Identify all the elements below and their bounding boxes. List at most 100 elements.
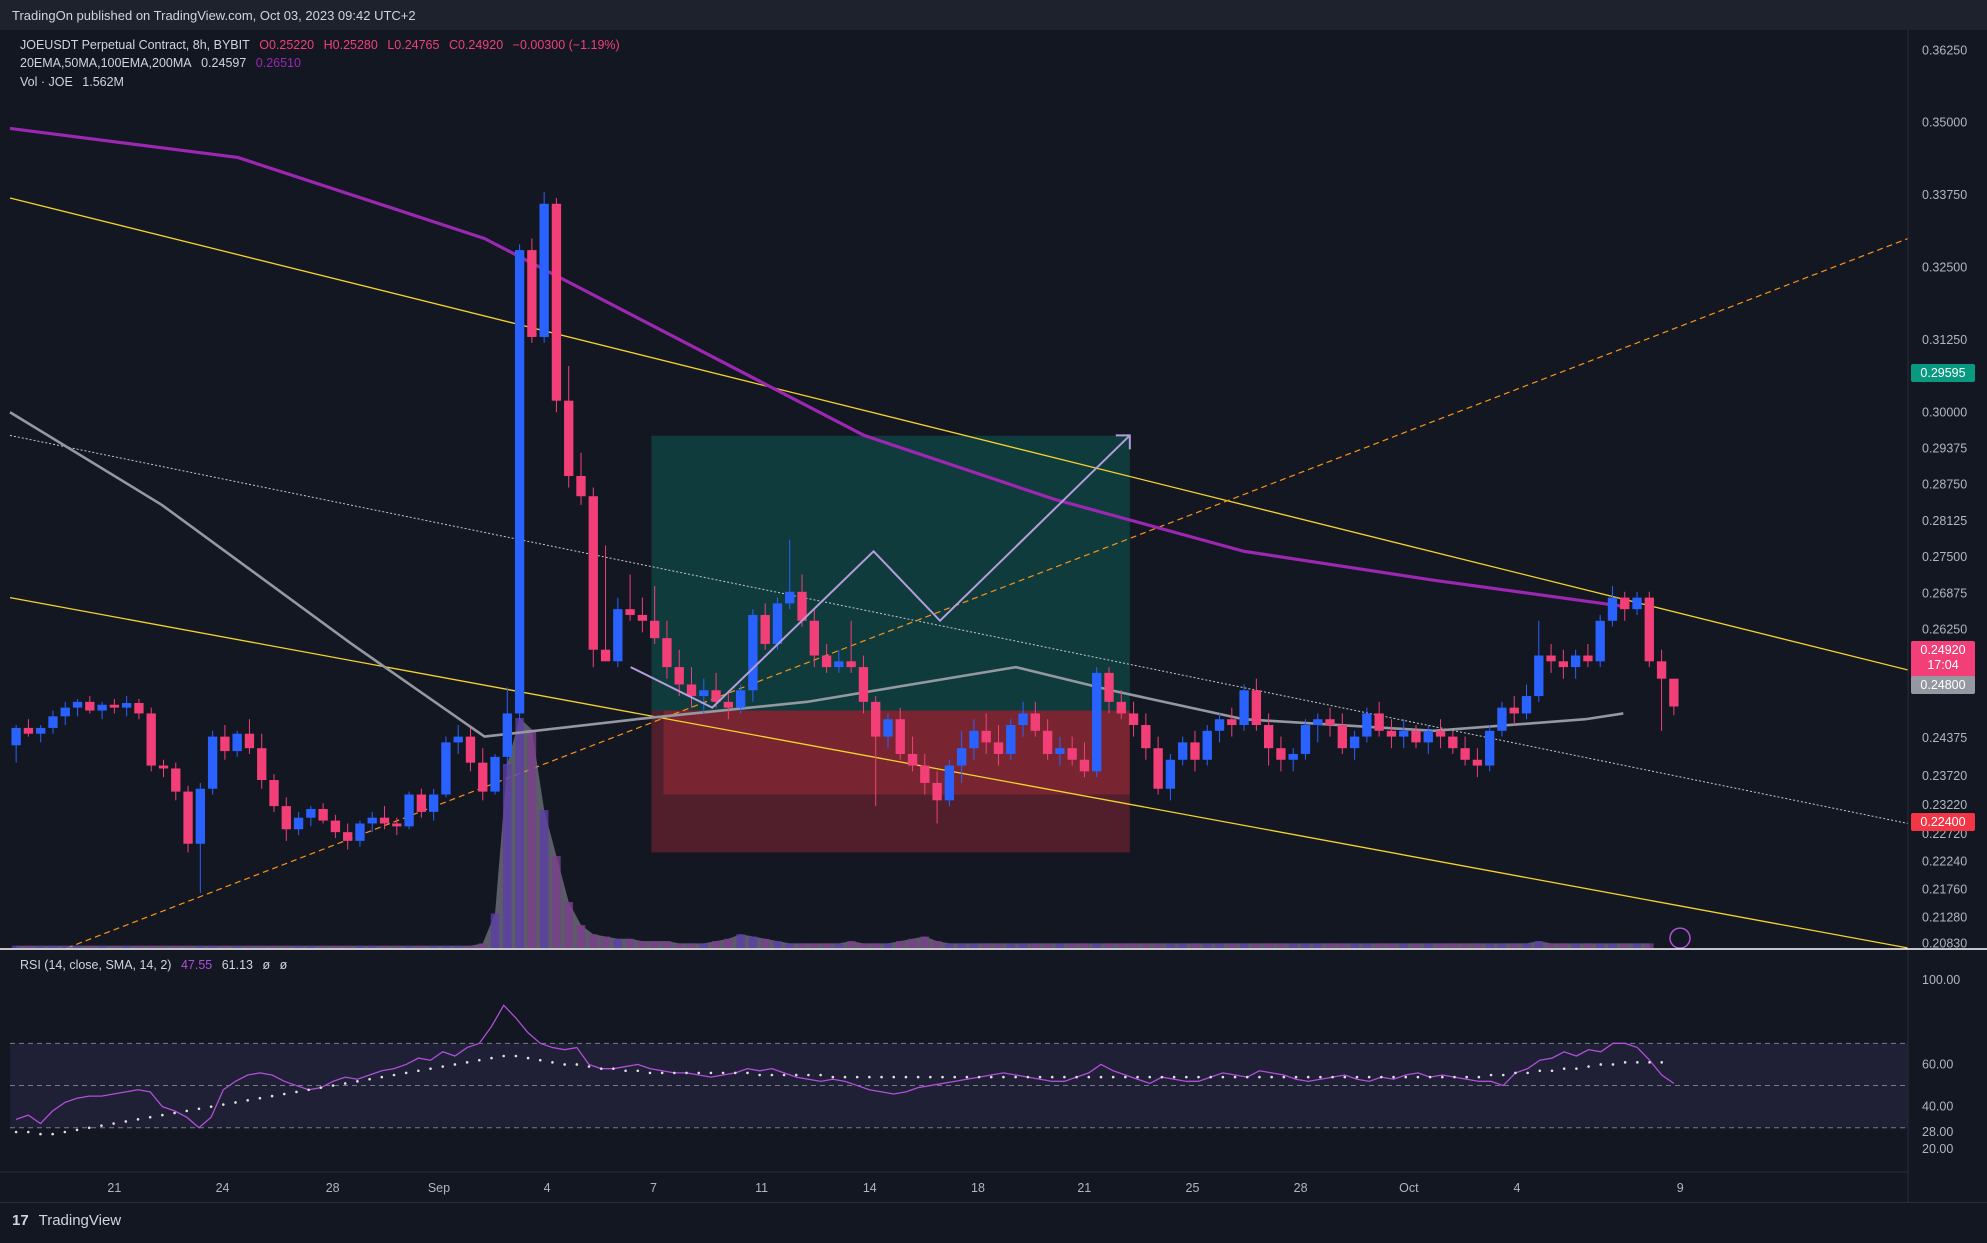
- rsi-ma-dot: [1550, 1069, 1554, 1073]
- rsi-ma-dot: [697, 1071, 701, 1075]
- rsi-ma-dot: [1063, 1075, 1066, 1079]
- volume-bar: [1534, 941, 1544, 948]
- candle-body: [539, 203, 549, 337]
- candle-body: [330, 820, 341, 833]
- candle-body: [1337, 725, 1347, 749]
- candle-body: [1435, 730, 1446, 737]
- rsi-ma-dot: [1002, 1075, 1005, 1079]
- indicator-legend: 20EMA,50MA,100EMA,200MA 0.24597 0.26510: [20, 56, 307, 70]
- rsi-ma-dot: [490, 1056, 493, 1060]
- alert-icon: [1669, 927, 1691, 949]
- volume-bar: [1436, 943, 1445, 948]
- volume-bar: [417, 945, 426, 948]
- rsi-ma-dot: [587, 1065, 591, 1068]
- volume-bar: [1288, 943, 1298, 948]
- tradingview-logo[interactable]: 17 TradingView: [12, 1212, 121, 1229]
- time-tick-label: 4: [1514, 1181, 1521, 1195]
- rsi-ma-dot: [612, 1067, 615, 1070]
- candle-body: [1411, 730, 1421, 743]
- rsi-ma-dot: [721, 1071, 725, 1075]
- candle-body: [748, 614, 758, 691]
- price-tick-label: 0.26250: [1922, 622, 1967, 636]
- stop-price-tag: 0.22400: [1911, 813, 1975, 831]
- rsi-ma-dot: [63, 1130, 67, 1134]
- volume-bar: [48, 945, 58, 948]
- candle-body: [502, 713, 512, 757]
- volume-bar: [1583, 943, 1593, 948]
- rsi-ma-dot: [1575, 1067, 1578, 1070]
- volume-bar: [429, 945, 438, 948]
- volume-bar: [552, 856, 561, 948]
- volume-bar: [343, 945, 352, 948]
- candle-body: [146, 713, 156, 766]
- candle-body: [48, 716, 58, 728]
- rsi-ma-dot: [1465, 1075, 1468, 1079]
- rsi-ma-dot: [1075, 1075, 1078, 1079]
- mid-trendline: [9, 434, 1909, 824]
- volume-bar: [1006, 943, 1016, 948]
- candle-body: [1583, 655, 1593, 662]
- rsi-value-3: ø: [262, 958, 271, 972]
- current-price: 0.24920: [1920, 643, 1966, 657]
- candle-body: [1546, 655, 1556, 662]
- rsi-ma-dot: [478, 1058, 481, 1062]
- candle-body: [920, 765, 930, 783]
- volume-bar: [171, 945, 181, 948]
- rsi-ma-dot: [660, 1071, 664, 1075]
- rsi-ma-dot: [14, 1130, 18, 1134]
- rsi-ma-dot: [1562, 1067, 1566, 1070]
- price-tick-label: 0.23720: [1922, 769, 1967, 783]
- current-price-tag: 0.24920 17:04: [1911, 641, 1975, 679]
- volume-bar: [1387, 943, 1396, 948]
- volume-bar: [1485, 943, 1494, 948]
- candle-body: [171, 768, 181, 792]
- time-tick-label: 21: [107, 1181, 121, 1195]
- candle-countdown: 17:04: [1927, 658, 1959, 672]
- rsi-ma-dot: [112, 1122, 115, 1125]
- rsi-ma-dot: [831, 1075, 835, 1079]
- candle-body: [428, 794, 439, 812]
- candle-body: [1165, 759, 1176, 789]
- candle-body: [1153, 748, 1163, 789]
- candle-body: [269, 780, 279, 807]
- volume-bar: [539, 810, 549, 948]
- candle-body: [1104, 672, 1114, 702]
- rsi-ma-dot: [1416, 1075, 1420, 1079]
- long-position-tool: [651, 435, 1130, 853]
- rsi-ma-dot: [1172, 1075, 1176, 1079]
- chart-area[interactable]: 0.36250 0.35000 0.33750 0.32500 0.31250 0.300…: [0, 30, 1987, 1202]
- candle-body: [1521, 696, 1532, 714]
- volume-bar: [564, 902, 574, 948]
- rsi-ma-dot: [648, 1071, 652, 1075]
- candle-body: [60, 707, 70, 717]
- candle-body: [662, 638, 672, 668]
- rsi-ma-dot: [782, 1073, 786, 1077]
- footer-bar: [0, 1202, 1987, 1243]
- target-price-tag: 0.29595: [1911, 364, 1975, 382]
- volume-bar: [1423, 943, 1433, 948]
- price-tick-label: 0.31250: [1922, 333, 1967, 347]
- rsi-ma-dot: [1099, 1075, 1103, 1079]
- candle-body: [1276, 748, 1286, 760]
- candle-body: [343, 832, 353, 841]
- price-tick-label: 0.21280: [1922, 910, 1967, 924]
- rsi-ma-dot: [746, 1071, 749, 1075]
- rsi-ma-dot: [1355, 1075, 1359, 1079]
- candle-body: [1386, 730, 1397, 737]
- chart-svg[interactable]: 0.36250 0.35000 0.33750 0.32500 0.31250 0.300…: [0, 30, 1987, 1202]
- rsi-ma-dot: [1526, 1071, 1529, 1075]
- volume-bar: [588, 934, 598, 948]
- rsi-ma-dot: [1599, 1063, 1603, 1066]
- volume-value: 1.562M: [82, 75, 124, 89]
- candle-body: [207, 736, 218, 789]
- rsi-ma-dot: [124, 1120, 128, 1123]
- volume-bar: [895, 941, 905, 948]
- volume-bar: [1362, 943, 1372, 948]
- volume-bar: [110, 945, 119, 948]
- volume-bar: [36, 945, 45, 948]
- rsi-ma-dot: [1477, 1075, 1481, 1079]
- candle-body: [1030, 713, 1040, 731]
- candles: [11, 192, 1679, 893]
- rsi-ma-dot: [624, 1069, 627, 1073]
- volume-bar: [699, 943, 709, 948]
